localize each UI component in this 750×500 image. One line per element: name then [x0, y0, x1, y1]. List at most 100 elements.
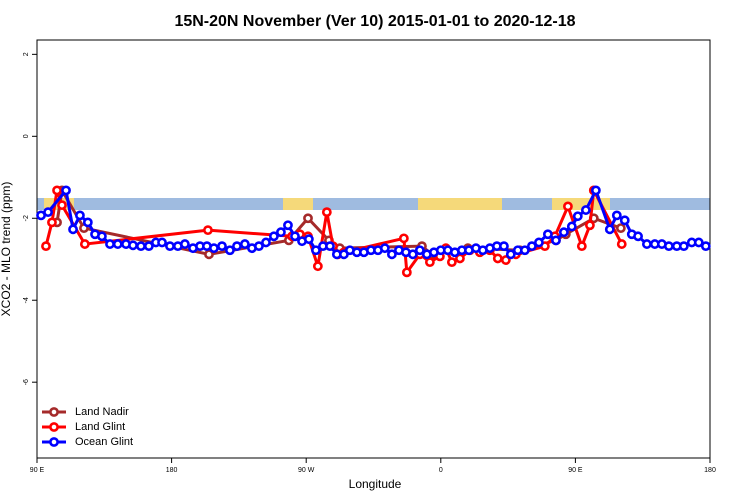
point — [312, 261, 323, 272]
point — [303, 213, 313, 224]
point — [619, 215, 630, 226]
point — [616, 239, 627, 249]
point — [112, 239, 123, 249]
point — [500, 255, 511, 265]
point — [492, 253, 503, 264]
point — [615, 223, 626, 233]
legend-label: Land Nadir — [75, 406, 129, 418]
point — [633, 231, 643, 242]
point — [268, 231, 279, 242]
point — [446, 257, 457, 268]
point — [321, 207, 332, 218]
ocean-band — [37, 198, 710, 210]
x-tick-label: 180 — [704, 467, 716, 474]
point — [105, 239, 115, 249]
point — [68, 224, 78, 235]
point — [580, 205, 591, 215]
legend-marker — [49, 422, 59, 432]
point — [663, 241, 674, 252]
point — [204, 249, 214, 260]
point — [519, 245, 530, 256]
point — [311, 245, 321, 256]
series — [36, 185, 711, 260]
point — [499, 241, 509, 252]
legend-label: Ocean Glint — [75, 436, 133, 448]
point — [41, 241, 51, 252]
point — [75, 210, 85, 221]
y-tick-label: -6 — [23, 379, 30, 385]
point — [693, 237, 704, 248]
point — [47, 217, 57, 228]
point — [700, 241, 711, 252]
point — [542, 229, 553, 240]
y-tick-label: -2 — [23, 215, 30, 221]
point — [641, 239, 652, 249]
point — [678, 241, 689, 252]
chart-title: 15N-20N November (Ver 10) 2015-01-01 to … — [174, 13, 575, 30]
point — [325, 241, 335, 252]
point — [576, 241, 587, 252]
legend-label: Land Glint — [75, 421, 125, 433]
point — [283, 220, 293, 231]
legend-marker — [49, 437, 59, 447]
point — [526, 241, 537, 252]
point — [97, 231, 107, 242]
point — [386, 249, 397, 260]
point — [566, 221, 577, 232]
point — [611, 210, 622, 221]
point — [407, 249, 418, 260]
land-patch — [418, 198, 502, 210]
point — [239, 239, 250, 249]
point — [217, 241, 227, 252]
point — [414, 245, 425, 256]
point — [401, 267, 412, 278]
legend-marker — [49, 407, 59, 417]
y-tick-label: -4 — [23, 297, 30, 303]
point — [261, 237, 271, 248]
point — [590, 185, 601, 196]
point — [424, 257, 435, 268]
plot-frame — [36, 39, 711, 459]
land-ocean-band — [37, 198, 710, 210]
point — [52, 185, 62, 196]
point — [82, 217, 93, 228]
point — [136, 241, 146, 252]
point — [379, 243, 390, 254]
point — [254, 241, 264, 252]
point — [604, 224, 615, 235]
point — [534, 237, 544, 248]
point — [225, 245, 235, 256]
x-tick-label: 0 — [439, 467, 443, 474]
x-tick-label: 90 E — [568, 467, 583, 474]
point — [505, 249, 516, 260]
point — [61, 185, 71, 196]
point — [57, 200, 67, 211]
x-tick-label: 90 E — [30, 467, 45, 474]
point — [128, 240, 138, 251]
x-tick-label: 180 — [166, 467, 178, 474]
point — [558, 227, 569, 238]
x-axis-label: Longitude — [349, 477, 402, 491]
y-tick-label: 2 — [23, 52, 30, 56]
point — [276, 227, 286, 238]
x-tick-label: 90 W — [298, 467, 315, 474]
point — [585, 220, 595, 231]
y-axis-label: XCO2 - MLO trend (ppm) — [0, 182, 13, 317]
point — [290, 231, 300, 242]
point — [203, 225, 213, 236]
point — [572, 211, 583, 222]
point — [303, 234, 314, 245]
point — [180, 239, 190, 249]
land-patch — [283, 198, 313, 210]
point — [551, 235, 561, 246]
point — [232, 241, 242, 252]
point — [455, 253, 465, 264]
y-tick-label: 0 — [23, 134, 30, 138]
point — [43, 207, 53, 218]
point — [165, 241, 175, 252]
point — [563, 201, 573, 212]
point — [79, 239, 90, 249]
point — [143, 241, 154, 252]
point — [157, 237, 167, 248]
